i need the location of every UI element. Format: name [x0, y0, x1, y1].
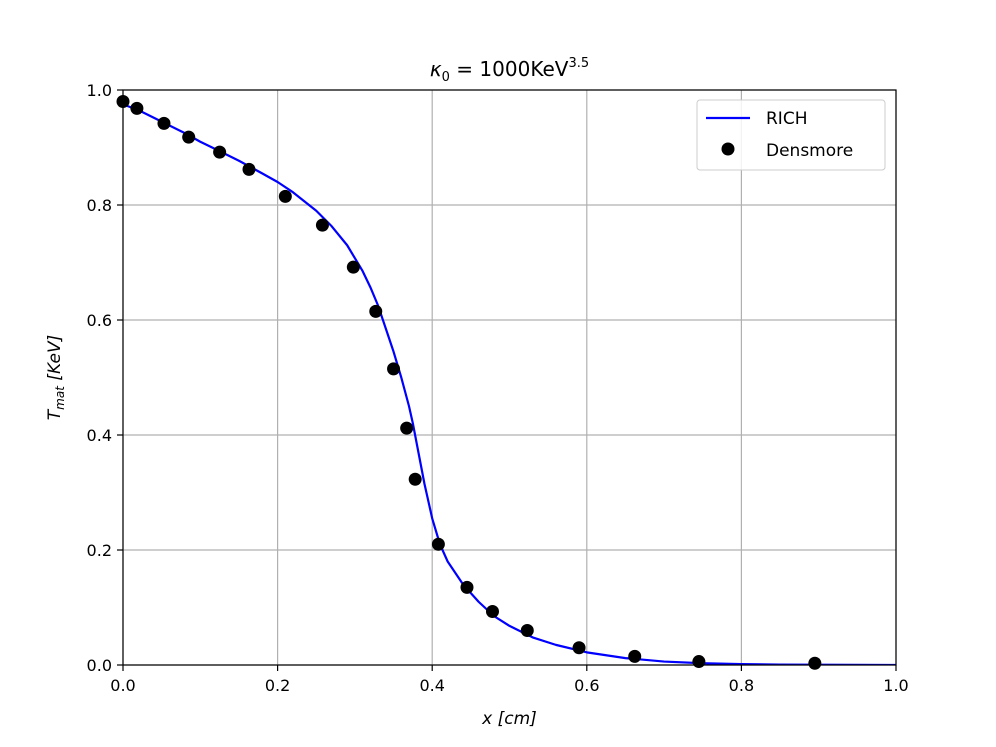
data-point-densmore	[157, 116, 171, 130]
y-tick-label: 0.2	[87, 541, 112, 560]
y-axis-label: Tmat [KeV]	[45, 335, 67, 420]
x-axis-label-unit: [cm]	[492, 709, 537, 729]
legend-swatch-densmore	[721, 142, 735, 156]
y-tick-label: 0.0	[87, 656, 112, 675]
grid	[122, 89, 897, 666]
data-point-densmore	[369, 304, 383, 318]
data-point-densmore	[808, 656, 822, 670]
title-equals: =	[450, 57, 479, 81]
x-tick-label: 0.2	[265, 676, 290, 695]
title-subscript: 0	[442, 70, 450, 85]
y-axis-label-var: T	[45, 408, 65, 420]
data-point-densmore	[572, 641, 586, 655]
x-tick-label: 0.8	[729, 676, 754, 695]
data-point-densmore	[628, 649, 642, 663]
data-point-densmore	[130, 101, 144, 115]
data-point-densmore	[315, 218, 329, 232]
data-point-densmore	[520, 624, 534, 637]
data-point-densmore	[278, 189, 292, 203]
data-point-densmore	[242, 162, 256, 176]
y-tick-label: 0.8	[87, 196, 112, 215]
data-point-densmore	[400, 421, 414, 435]
title-prefix: κ	[430, 57, 442, 81]
x-tick-label: 0.4	[419, 676, 444, 695]
legend-label-densmore: Densmore	[766, 141, 853, 161]
ticks: 0.0 0.2 0.4 0.6 0.8 1.0 0.0 0.2 0.4 0.6 0.8 1.0	[87, 81, 909, 695]
plot-area	[123, 90, 896, 665]
y-axis-label-unit: [KeV]	[45, 335, 65, 386]
legend: RICH Densmore	[696, 99, 886, 171]
data-point-densmore	[460, 580, 474, 594]
y-tick-label: 0.4	[87, 426, 112, 445]
series-layer	[116, 95, 896, 670]
y-tick-label: 0.6	[87, 311, 112, 330]
data-point-densmore	[408, 472, 422, 486]
chart-title: κ0 = 1000KeV3.5	[430, 56, 589, 85]
x-tick-label: 0.6	[574, 676, 599, 695]
legend-label-rich: RICH	[766, 109, 807, 129]
data-point-densmore	[692, 655, 706, 669]
plot-frame	[122, 89, 897, 666]
title-value: 1000KeV	[479, 57, 568, 81]
title-superscript: 3.5	[568, 56, 589, 71]
x-axis-label: x [cm]	[481, 709, 537, 729]
data-point-densmore	[346, 260, 360, 274]
data-point-densmore	[387, 362, 401, 376]
data-point-densmore	[213, 145, 227, 159]
x-tick-label: 1.0	[883, 676, 908, 695]
x-tick-label: 0.0	[110, 676, 135, 695]
x-axis-label-var: x	[481, 709, 493, 729]
data-point-densmore	[485, 605, 499, 619]
data-point-densmore	[431, 537, 445, 551]
y-axis-label-subscript: mat	[53, 385, 67, 410]
y-tick-label: 1.0	[87, 81, 112, 100]
series-line-rich	[123, 103, 896, 665]
data-point-densmore	[182, 130, 196, 144]
